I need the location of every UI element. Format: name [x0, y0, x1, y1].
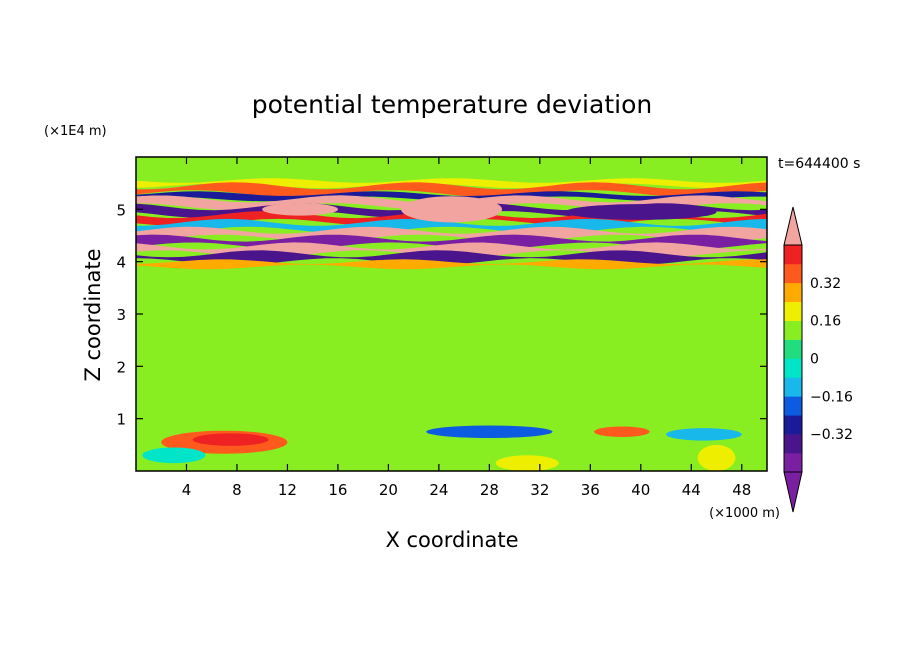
colorbar-segment — [784, 339, 802, 359]
chart-title: potential temperature deviation — [252, 90, 652, 119]
colorbar-tick-label: −0.32 — [810, 427, 853, 443]
x-tick-label: 24 — [429, 481, 448, 499]
contour-blob — [565, 204, 717, 220]
x-tick-label: 44 — [682, 481, 701, 499]
y-tick-label: 5 — [116, 201, 126, 219]
x-tick-label: 32 — [530, 481, 549, 499]
y-axis-label: Z coordinate — [81, 248, 105, 381]
x-tick-label: 28 — [480, 481, 499, 499]
contour-blob — [401, 196, 502, 223]
contour-blob — [192, 433, 269, 446]
colorbar-segment — [784, 396, 802, 416]
colorbar-segment — [784, 415, 802, 435]
x-tick-label: 40 — [631, 481, 650, 499]
x-tick-label: 20 — [379, 481, 398, 499]
plot-area — [136, 157, 767, 471]
time-label: t=644400 s — [778, 156, 860, 172]
x-axis-label: X coordinate — [385, 528, 518, 552]
contour-blob — [495, 455, 559, 471]
colorbar-extend-max — [783, 206, 803, 246]
colorbar-segment — [784, 320, 802, 340]
contour-blob — [666, 428, 742, 441]
contour-blob — [426, 425, 553, 439]
contour-band — [136, 178, 767, 189]
contour-blob — [594, 426, 650, 437]
y-axis: 1 2 3 4 5 — [116, 201, 767, 429]
x-tick-label: 4 — [182, 481, 192, 499]
contour-blobs — [142, 196, 742, 471]
contour-band — [136, 182, 767, 198]
y-tick-label: 1 — [116, 411, 126, 429]
colorbar-segment — [784, 453, 802, 473]
y-tick-label: 3 — [116, 306, 126, 324]
contour-blob — [697, 444, 736, 471]
colorbar-tick-label: 0.32 — [810, 276, 841, 292]
colorbar-tick-label: 0.16 — [810, 314, 841, 330]
contour-blob — [142, 447, 206, 464]
y-tick-label: 2 — [116, 358, 126, 376]
colorbar-tick-label: 0 — [810, 352, 819, 368]
colorbar-tick-label: −0.16 — [810, 389, 853, 405]
x-tick-label: 8 — [232, 481, 242, 499]
y-tick-label: 4 — [116, 254, 126, 272]
contour-band — [136, 259, 767, 270]
colorbar-frame — [783, 244, 803, 473]
colorbar-segment — [784, 377, 802, 397]
y-unit-label: (×1E4 m) — [44, 124, 107, 139]
x-tick-label: 12 — [278, 481, 297, 499]
contour-blob — [262, 203, 338, 216]
colorbar-segment — [784, 301, 802, 321]
colorbar-segment — [784, 434, 802, 454]
colorbar-segment — [784, 245, 802, 265]
contour-band — [136, 218, 767, 234]
colorbar: 0.32 0.16 0 −0.16 −0.32 — [783, 206, 853, 513]
x-unit-label: (×1000 m) — [709, 506, 780, 521]
x-tick-label: 36 — [581, 481, 600, 499]
x-tick-label: 48 — [732, 481, 751, 499]
x-axis: 4 8 12 16 20 24 28 32 36 40 44 48 — [182, 157, 751, 499]
x-tick-label: 16 — [328, 481, 347, 499]
colorbar-segment — [784, 263, 802, 284]
colorbar-segment — [784, 282, 802, 303]
colorbar-segment — [784, 358, 802, 378]
colorbar-extend-min — [783, 471, 803, 513]
